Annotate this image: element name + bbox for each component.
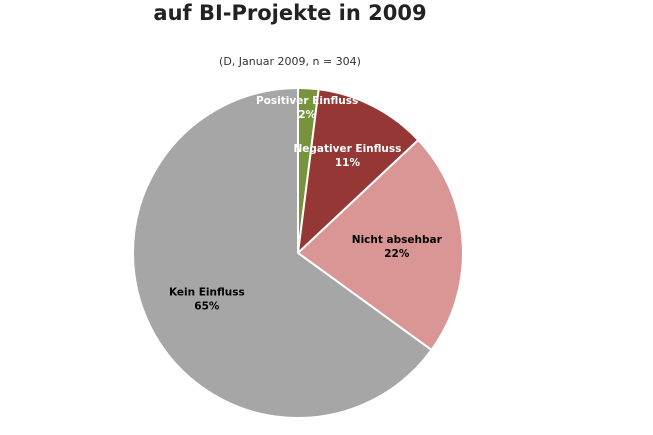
slice-value-label: 11% <box>335 157 361 169</box>
slice-label: Kein Einfluss <box>169 286 245 298</box>
pie-slice <box>132 86 433 419</box>
slice-label: Negativer Einfluss <box>293 143 401 155</box>
pie-slice <box>296 88 420 256</box>
slice-value-label: 22% <box>384 248 410 260</box>
pie-slice <box>296 138 464 352</box>
chart-title: auf BI-Projekte in 2009 <box>153 1 426 25</box>
chart-subtitle: (D, Januar 2009, n = 304) <box>219 55 361 68</box>
slice-value-label: 65% <box>194 300 220 312</box>
slice-value-label: 2% <box>298 109 316 121</box>
slice-label: Nicht absehbar <box>352 234 443 246</box>
slice-label: Positiver Einfluss <box>256 95 358 107</box>
